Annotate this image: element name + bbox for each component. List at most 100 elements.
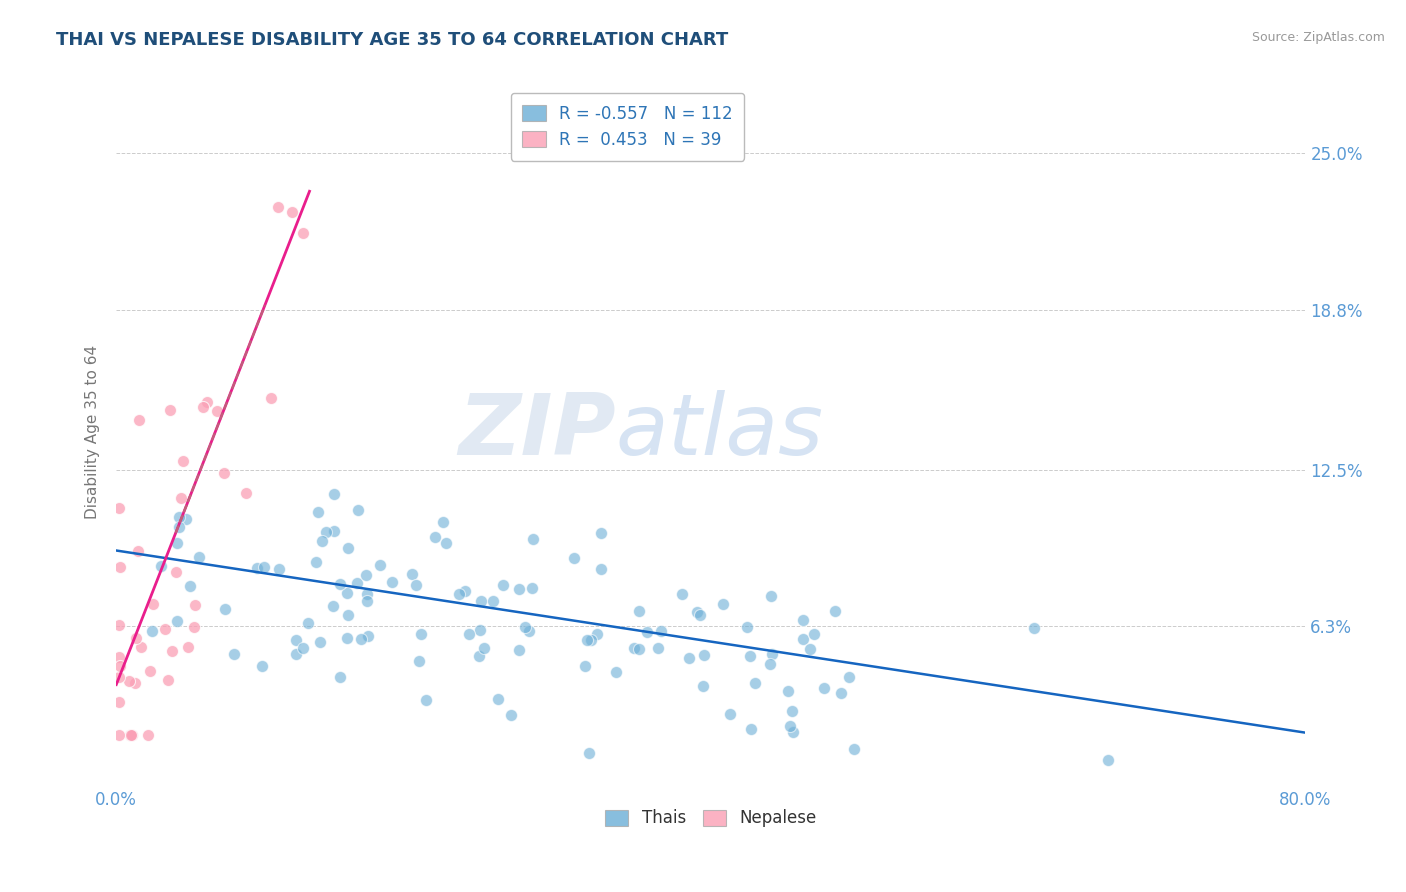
Point <box>311 534 333 549</box>
Point <box>165 565 187 579</box>
Point <box>167 510 190 524</box>
Point <box>322 486 344 500</box>
Point <box>458 627 481 641</box>
Point <box>336 541 359 556</box>
Point <box>830 686 852 700</box>
Point <box>792 632 814 646</box>
Point <box>738 649 761 664</box>
Point <box>141 624 163 638</box>
Point <box>336 632 359 646</box>
Point <box>346 575 368 590</box>
Point <box>482 593 505 607</box>
Point <box>468 649 491 664</box>
Point <box>269 562 291 576</box>
Legend: Thais, Nepalese: Thais, Nepalese <box>599 803 824 834</box>
Point <box>160 644 183 658</box>
Point <box>281 205 304 219</box>
Point <box>838 670 860 684</box>
Point <box>329 576 352 591</box>
Point <box>167 520 190 534</box>
Point <box>222 647 245 661</box>
Point <box>118 673 141 688</box>
Point <box>508 582 530 596</box>
Point <box>350 632 373 646</box>
Point <box>737 619 759 633</box>
Point <box>591 562 613 576</box>
Point <box>108 650 131 665</box>
Point <box>678 651 700 665</box>
Point <box>187 550 209 565</box>
Point <box>356 629 378 643</box>
Point <box>125 631 148 645</box>
Text: THAI VS NEPALESE DISABILITY AGE 35 TO 64 CORRELATION CHART: THAI VS NEPALESE DISABILITY AGE 35 TO 64… <box>56 31 728 49</box>
Point <box>142 597 165 611</box>
Point <box>207 404 229 418</box>
Point <box>176 640 198 654</box>
Point <box>347 503 370 517</box>
Point <box>284 633 307 648</box>
Point <box>650 624 672 638</box>
Point <box>623 641 645 656</box>
Point <box>260 391 283 405</box>
Point <box>522 532 544 546</box>
Point <box>405 578 427 592</box>
Point <box>108 728 131 742</box>
Point <box>447 587 470 601</box>
Point <box>792 613 814 627</box>
Text: atlas: atlas <box>616 390 824 473</box>
Point <box>844 742 866 756</box>
Point <box>183 598 205 612</box>
Point <box>307 505 329 519</box>
Point <box>337 607 360 622</box>
Y-axis label: Disability Age 35 to 64: Disability Age 35 to 64 <box>86 344 100 518</box>
Point <box>322 524 344 539</box>
Point <box>470 593 492 607</box>
Point <box>575 632 598 647</box>
Point <box>401 567 423 582</box>
Point <box>166 536 188 550</box>
Point <box>108 670 131 684</box>
Point <box>454 584 477 599</box>
Point <box>214 601 236 615</box>
Point <box>139 665 162 679</box>
Point <box>434 536 457 550</box>
Point <box>195 395 218 409</box>
Point <box>686 605 709 619</box>
Point <box>128 413 150 427</box>
Point <box>120 728 142 742</box>
Point <box>759 590 782 604</box>
Point <box>692 680 714 694</box>
Point <box>693 648 716 662</box>
Point <box>718 707 741 722</box>
Point <box>292 640 315 655</box>
Point <box>292 227 315 241</box>
Point <box>322 599 344 614</box>
Point <box>486 692 509 706</box>
Point <box>250 658 273 673</box>
Point <box>759 657 782 671</box>
Point <box>315 524 337 539</box>
Text: ZIP: ZIP <box>458 390 616 473</box>
Point <box>110 659 132 673</box>
Point <box>159 402 181 417</box>
Point <box>136 728 159 742</box>
Point <box>356 593 378 607</box>
Point <box>492 578 515 592</box>
Point <box>179 579 201 593</box>
Point <box>636 625 658 640</box>
Point <box>776 684 799 698</box>
Point <box>740 722 762 736</box>
Point <box>813 681 835 695</box>
Point <box>824 604 846 618</box>
Point <box>336 586 359 600</box>
Point <box>585 626 607 640</box>
Point <box>127 544 149 558</box>
Point <box>129 640 152 654</box>
Point <box>432 516 454 530</box>
Point <box>627 604 650 618</box>
Point <box>267 200 290 214</box>
Point <box>1097 754 1119 768</box>
Point <box>415 692 437 706</box>
Point <box>564 550 586 565</box>
Point <box>520 581 543 595</box>
